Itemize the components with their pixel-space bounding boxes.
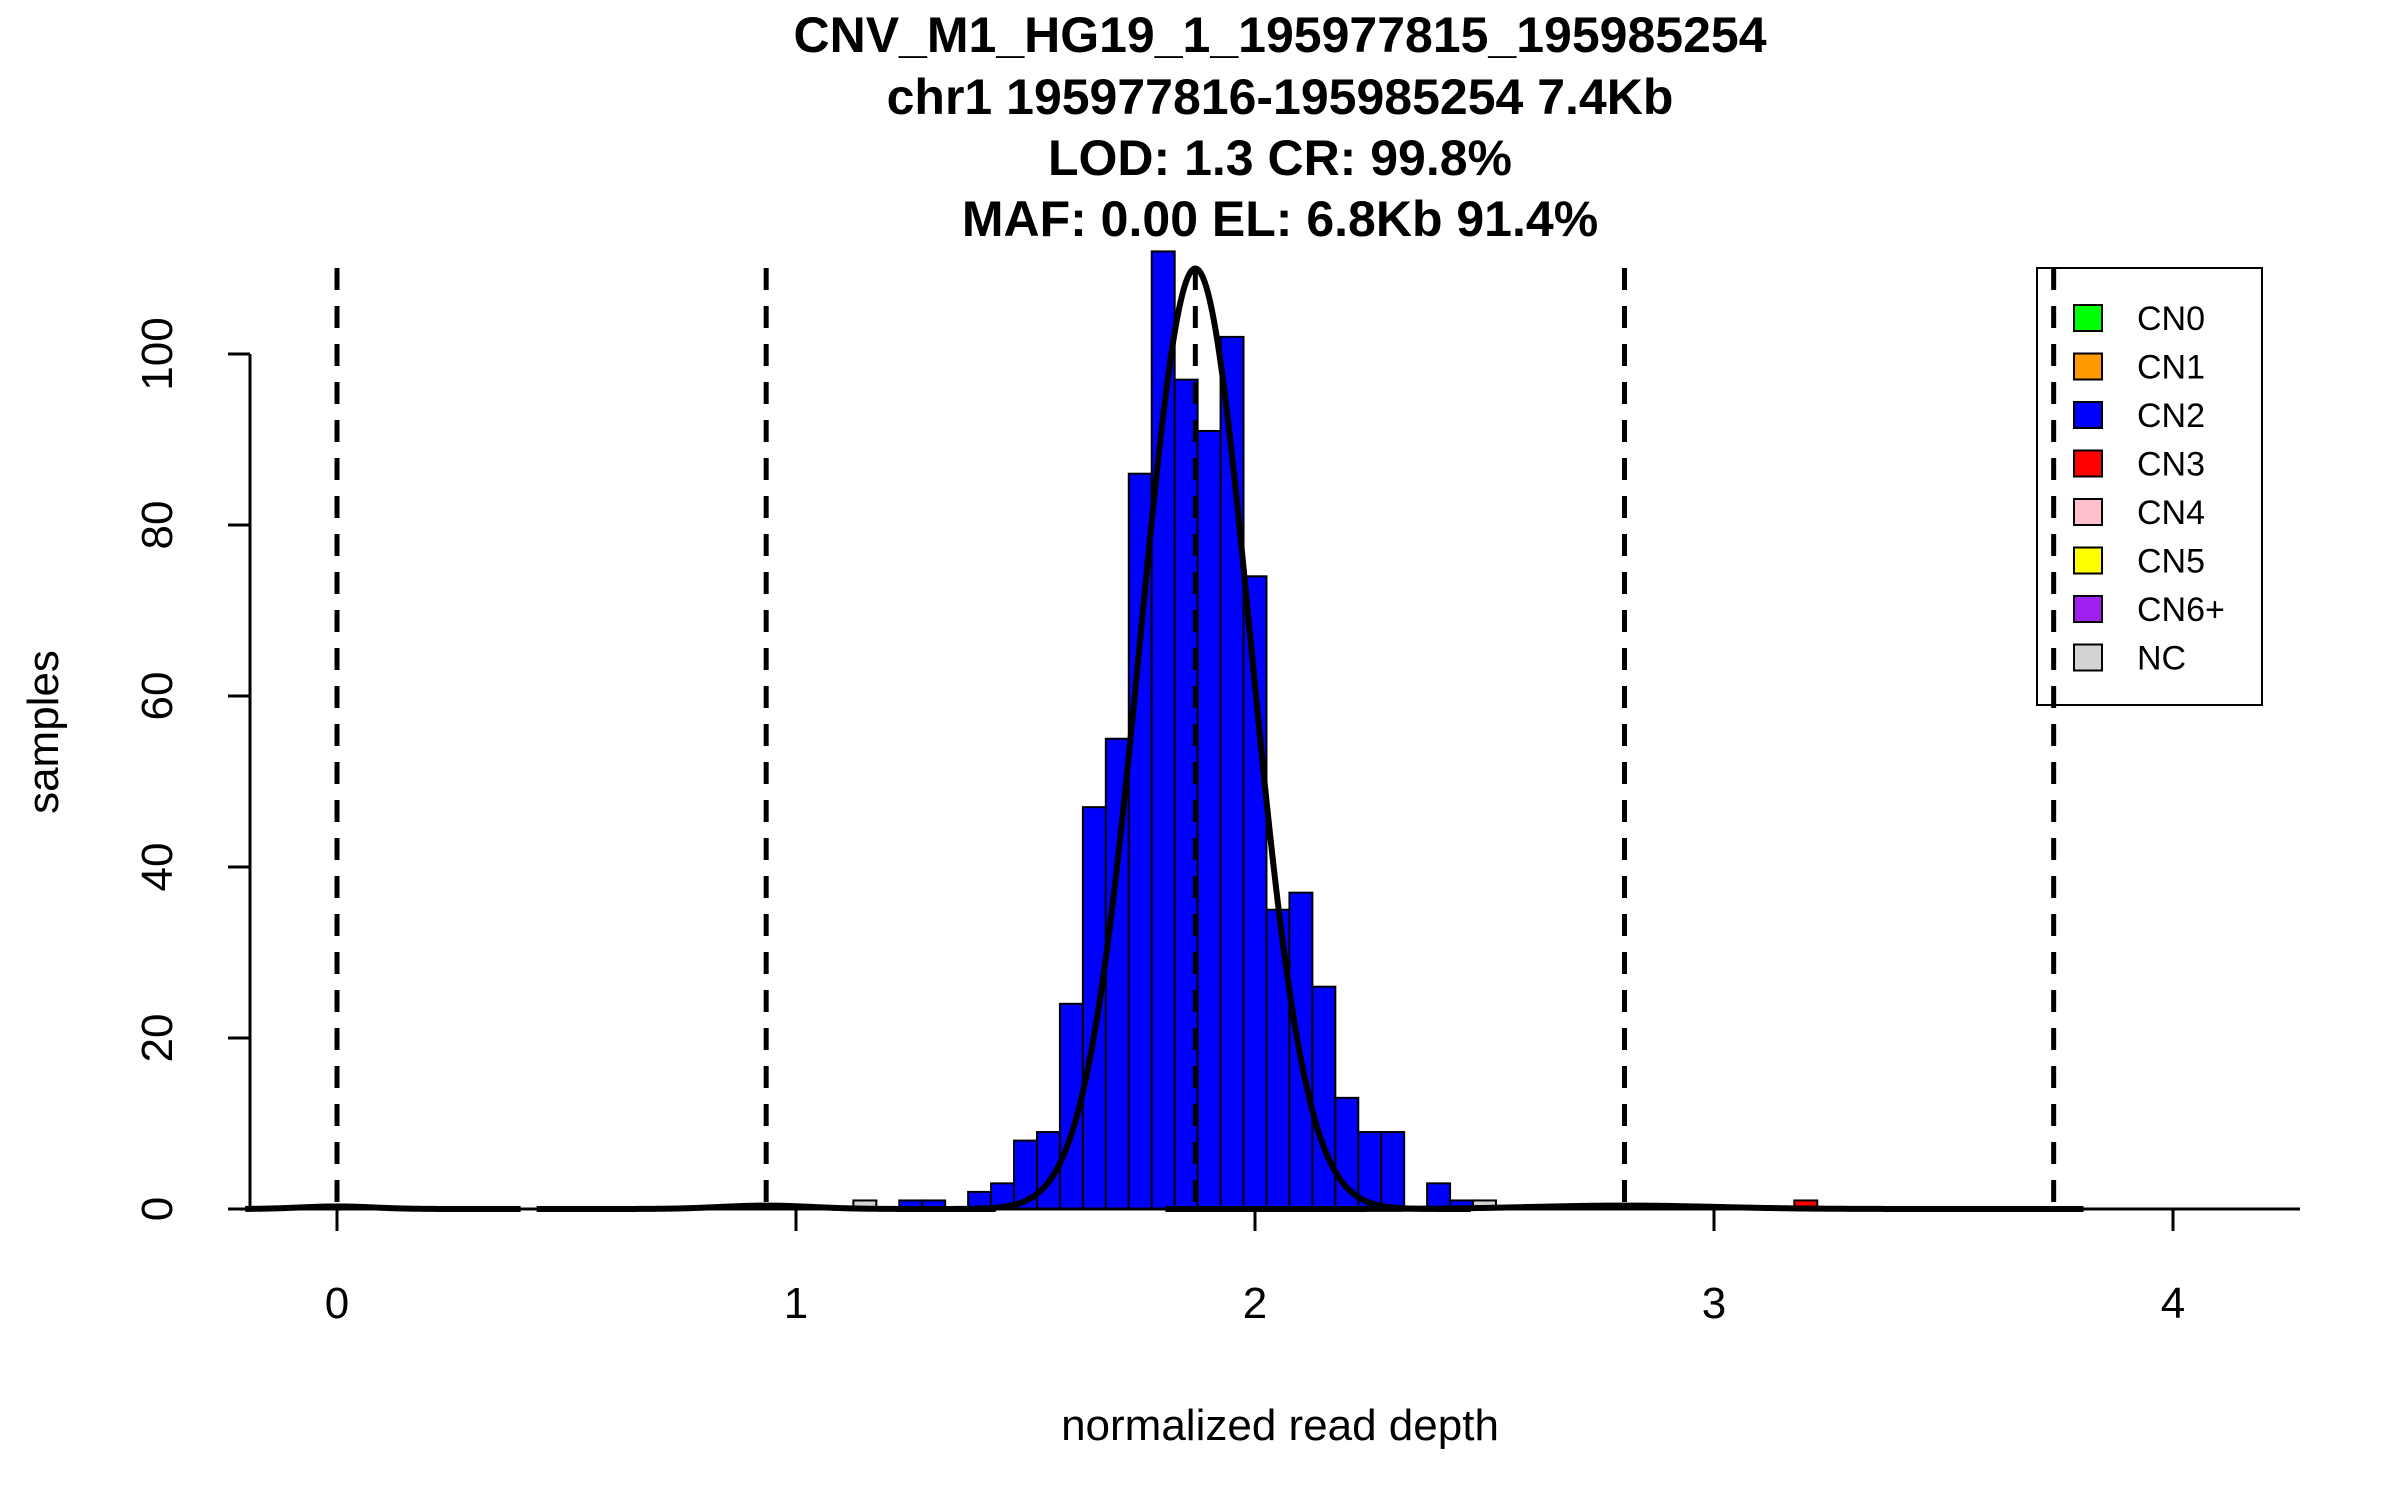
histogram-bar	[1380, 1131, 1406, 1211]
x-tick-label: 4	[2161, 1279, 2185, 1328]
legend-swatch	[2073, 595, 2103, 623]
legend-swatch	[2073, 352, 2103, 381]
x-axis-label: normalized read depth	[1061, 1401, 1499, 1450]
chart-title: CNV_M1_HG19_1_195977815_195985254 chr1 1…	[793, 7, 1766, 247]
title-line-2: chr1 195977816-195985254 7.4Kb	[887, 69, 1674, 125]
legend: CN0 CN1 CN2 CN3 CN4 CN5 CN6+ NC	[2036, 267, 2263, 706]
legend-swatch	[2073, 498, 2103, 526]
y-axis: 0 20 40 60 80 100	[133, 317, 252, 1221]
title-line-4: MAF: 0.00 EL: 6.8Kb 91.4%	[962, 191, 1598, 247]
x-tick-label: 1	[784, 1279, 808, 1328]
histogram-bars	[749, 250, 1819, 1211]
legend-label: CN3	[2137, 446, 2205, 484]
legend-swatch	[2073, 449, 2103, 478]
title-line-3: LOD: 1.3 CR: 99.8%	[1048, 130, 1512, 186]
legend-label: CN0	[2137, 300, 2205, 338]
y-tick-label: 80	[133, 501, 182, 550]
legend-label: CN1	[2137, 349, 2205, 387]
x-tick-label: 3	[1702, 1279, 1726, 1328]
histogram-bar	[1426, 1182, 1452, 1210]
legend-label: CN5	[2137, 543, 2205, 581]
legend-label: CN6+	[2137, 591, 2225, 629]
x-tick-label: 0	[325, 1279, 349, 1328]
histogram-bar	[1196, 429, 1222, 1210]
y-axis-label: samples	[19, 650, 68, 814]
density-curve	[919, 265, 1471, 1212]
legend-swatch	[2073, 546, 2103, 575]
legend-label: CN4	[2137, 494, 2205, 532]
histogram-bar	[1311, 985, 1337, 1211]
y-tick-label: 40	[133, 843, 182, 892]
legend-swatch	[2073, 401, 2103, 429]
y-tick-label: 0	[133, 1197, 182, 1221]
legend-swatch	[2073, 643, 2103, 672]
reference-lines	[334, 268, 2057, 1209]
y-tick-label: 60	[133, 672, 182, 721]
y-tick-label: 100	[133, 317, 182, 390]
legend-swatch	[2073, 304, 2103, 332]
x-axis: 0 1 2 3 4	[250, 1207, 2300, 1328]
x-tick-label: 2	[1243, 1279, 1267, 1328]
title-line-1: CNV_M1_HG19_1_195977815_195985254	[793, 7, 1766, 63]
y-tick-label: 20	[133, 1014, 182, 1063]
histogram-bar	[1081, 806, 1107, 1211]
legend-box	[2036, 267, 2263, 706]
legend-label: NC	[2137, 640, 2186, 678]
legend-label: CN2	[2137, 397, 2205, 435]
